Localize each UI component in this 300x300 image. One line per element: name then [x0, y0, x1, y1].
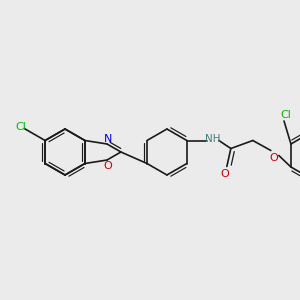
Text: O: O: [269, 152, 278, 163]
Text: Cl: Cl: [280, 110, 292, 120]
Text: O: O: [103, 161, 112, 171]
Text: O: O: [220, 169, 229, 178]
Text: N: N: [104, 134, 112, 144]
Text: Cl: Cl: [16, 122, 27, 133]
Text: NH: NH: [205, 134, 220, 143]
